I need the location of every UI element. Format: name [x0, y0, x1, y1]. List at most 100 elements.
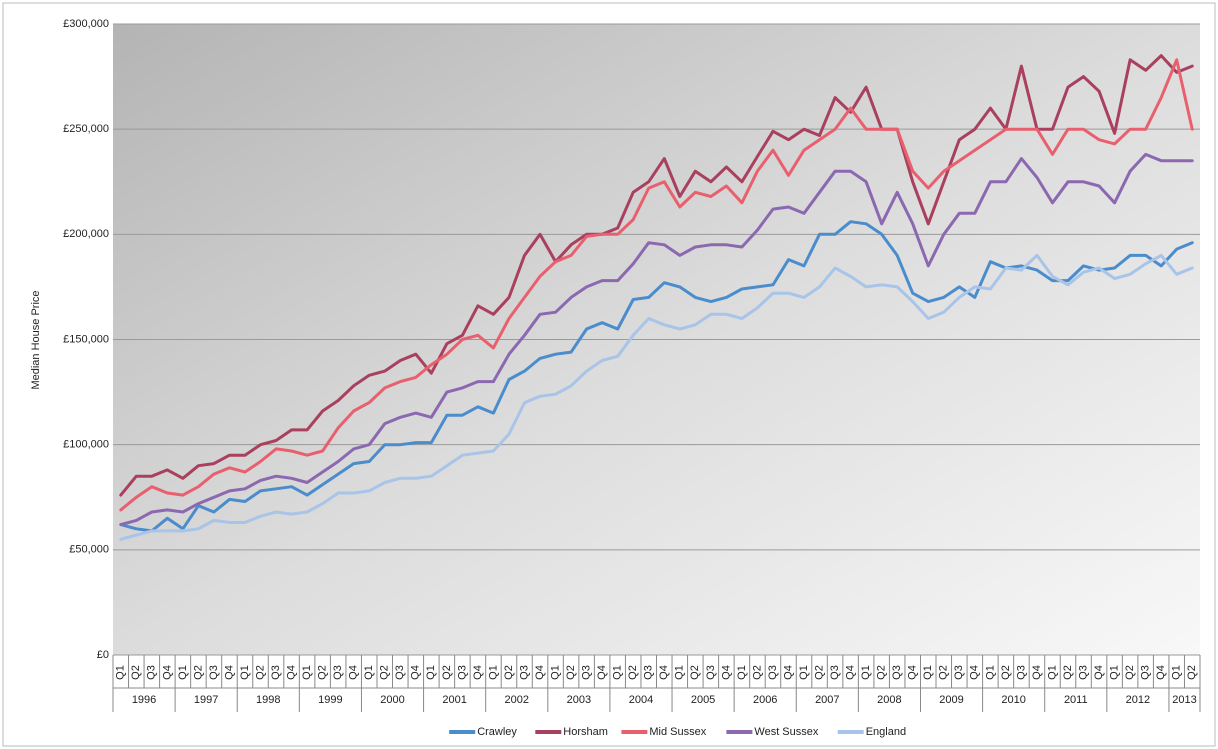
- year-label: 2005: [691, 694, 715, 706]
- legend-label: Mid Sussex: [649, 726, 706, 738]
- x-tick-label: Q2: [751, 665, 763, 680]
- year-label: 2006: [753, 694, 777, 706]
- y-tick-label: £150,000: [63, 333, 109, 345]
- year-label: 2001: [442, 694, 466, 706]
- series-line: [119, 54, 1194, 497]
- x-tick-label: Q4: [1093, 665, 1105, 680]
- x-tick-label: Q1: [674, 665, 686, 680]
- y-tick-label: £100,000: [63, 439, 109, 451]
- x-tick-label: Q3: [953, 665, 965, 680]
- x-tick-label: Q1: [425, 665, 437, 680]
- year-label: 2004: [629, 694, 653, 706]
- x-tick-label: Q1: [239, 665, 251, 680]
- legend-label: Horsham: [563, 726, 608, 738]
- y-tick-label: £250,000: [63, 123, 109, 135]
- x-tick-label: Q3: [705, 665, 717, 680]
- x-tick-label: Q2: [379, 665, 391, 680]
- x-tick-label: Q2: [130, 665, 142, 680]
- x-tick-label: Q1: [736, 665, 748, 680]
- year-label: 2011: [1064, 694, 1088, 706]
- x-tick-label: Q1: [1046, 665, 1058, 680]
- x-tick-label: Q4: [907, 665, 919, 680]
- year-label: 1997: [194, 694, 218, 706]
- x-tick-label: Q3: [270, 665, 282, 680]
- y-axis-label: Median House Price: [30, 290, 42, 389]
- x-tick-label: Q4: [1031, 665, 1043, 680]
- x-tick-label: Q2: [192, 665, 204, 680]
- y-tick-label: £50,000: [69, 544, 109, 556]
- series-line: [119, 152, 1194, 527]
- x-tick-label: Q4: [161, 665, 173, 680]
- x-tick-label: Q1: [1108, 665, 1120, 680]
- x-tick-label: Q1: [798, 665, 810, 680]
- x-tick-label: Q2: [254, 665, 266, 680]
- x-tick-label: Q1: [984, 665, 996, 680]
- year-label: 2009: [939, 694, 963, 706]
- x-tick-label: Q1: [860, 665, 872, 680]
- x-tick-label: Q3: [332, 665, 344, 680]
- x-tick-label: Q2: [876, 665, 888, 680]
- x-tick-label: Q4: [285, 665, 297, 680]
- x-tick-label: Q4: [223, 665, 235, 680]
- x-tick-label: Q4: [534, 665, 546, 680]
- x-tick-label: Q2: [689, 665, 701, 680]
- x-tick-label: Q2: [938, 665, 950, 680]
- x-tick-label: Q1: [177, 665, 189, 680]
- x-tick-label: Q3: [456, 665, 468, 680]
- x-tick-label: Q2: [1186, 665, 1198, 680]
- x-tick-label: Q2: [565, 665, 577, 680]
- x-tick-label: Q2: [627, 665, 639, 680]
- x-tick-label: Q3: [394, 665, 406, 680]
- legend-label: England: [866, 726, 906, 738]
- x-tick-label: Q2: [813, 665, 825, 680]
- x-tick-label: Q2: [503, 665, 515, 680]
- x-tick-label: Q3: [891, 665, 903, 680]
- year-label: 2012: [1126, 694, 1150, 706]
- year-label: 1996: [132, 694, 156, 706]
- y-tick-label: £300,000: [63, 18, 109, 30]
- year-label: 2013: [1172, 694, 1196, 706]
- x-tick-label: Q3: [643, 665, 655, 680]
- x-tick-label: Q1: [549, 665, 561, 680]
- x-tick-label: Q1: [115, 665, 127, 680]
- x-tick-label: Q4: [348, 665, 360, 680]
- series-line: [119, 220, 1194, 533]
- x-tick-label: Q3: [1140, 665, 1152, 680]
- x-tick-label: Q3: [1015, 665, 1027, 680]
- legend-label: West Sussex: [754, 726, 818, 738]
- year-label: 2008: [877, 694, 901, 706]
- x-tick-label: Q2: [1062, 665, 1074, 680]
- year-label: 2007: [815, 694, 839, 706]
- series-line: [119, 253, 1194, 541]
- legend-label: Crawley: [477, 726, 517, 738]
- x-tick-label: Q3: [581, 665, 593, 680]
- x-tick-label: Q4: [845, 665, 857, 680]
- x-tick-label: Q1: [1171, 665, 1183, 680]
- x-tick-label: Q4: [720, 665, 732, 680]
- x-tick-label: Q1: [487, 665, 499, 680]
- series-line: [119, 58, 1194, 512]
- x-tick-label: Q2: [1000, 665, 1012, 680]
- year-label: 2000: [380, 694, 404, 706]
- x-tick-label: Q3: [1077, 665, 1089, 680]
- x-tick-label: Q1: [612, 665, 624, 680]
- x-tick-label: Q1: [363, 665, 375, 680]
- x-tick-label: Q3: [767, 665, 779, 680]
- x-tick-label: Q1: [301, 665, 313, 680]
- x-tick-label: Q2: [317, 665, 329, 680]
- year-label: 2002: [505, 694, 529, 706]
- year-label: 2003: [567, 694, 591, 706]
- year-label: 1999: [318, 694, 342, 706]
- x-tick-label: Q4: [969, 665, 981, 680]
- x-tick-label: Q1: [922, 665, 934, 680]
- y-tick-label: £200,000: [63, 228, 109, 240]
- x-tick-label: Q4: [596, 665, 608, 680]
- x-tick-label: Q3: [146, 665, 158, 680]
- x-tick-label: Q4: [1155, 665, 1167, 680]
- x-tick-label: Q4: [410, 665, 422, 680]
- year-label: 2010: [1001, 694, 1025, 706]
- x-tick-label: Q4: [472, 665, 484, 680]
- x-tick-label: Q2: [441, 665, 453, 680]
